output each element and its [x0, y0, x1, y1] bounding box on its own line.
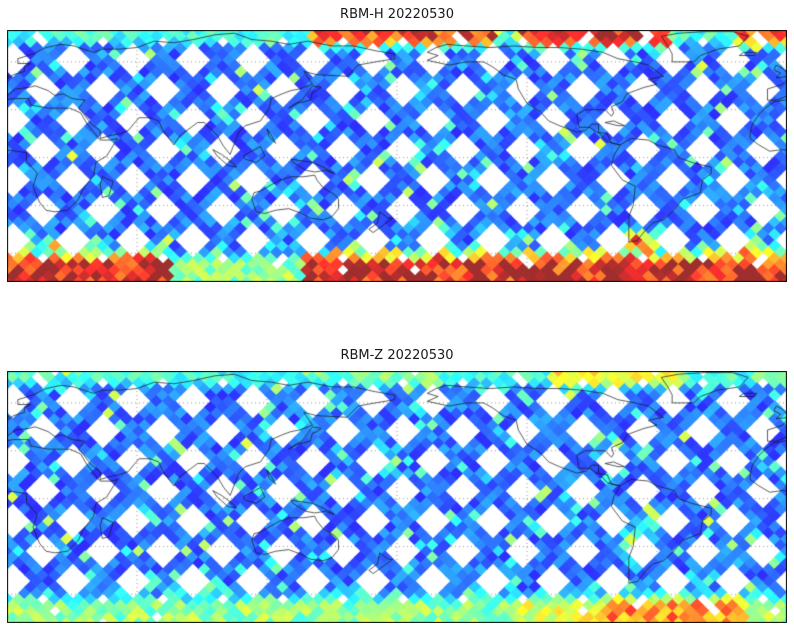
panel-title-rbm-z: RBM-Z 20220530 — [340, 348, 454, 363]
panel-title-rbm-h: RBM-H 20220530 — [340, 7, 454, 22]
map-canvas-rbm-h — [7, 30, 787, 282]
figure-rbm-z: RBM-Z 20220530 — [7, 347, 787, 623]
figure-rbm-h: RBM-H 20220530 — [7, 6, 787, 282]
map-canvas-rbm-z — [7, 371, 787, 623]
